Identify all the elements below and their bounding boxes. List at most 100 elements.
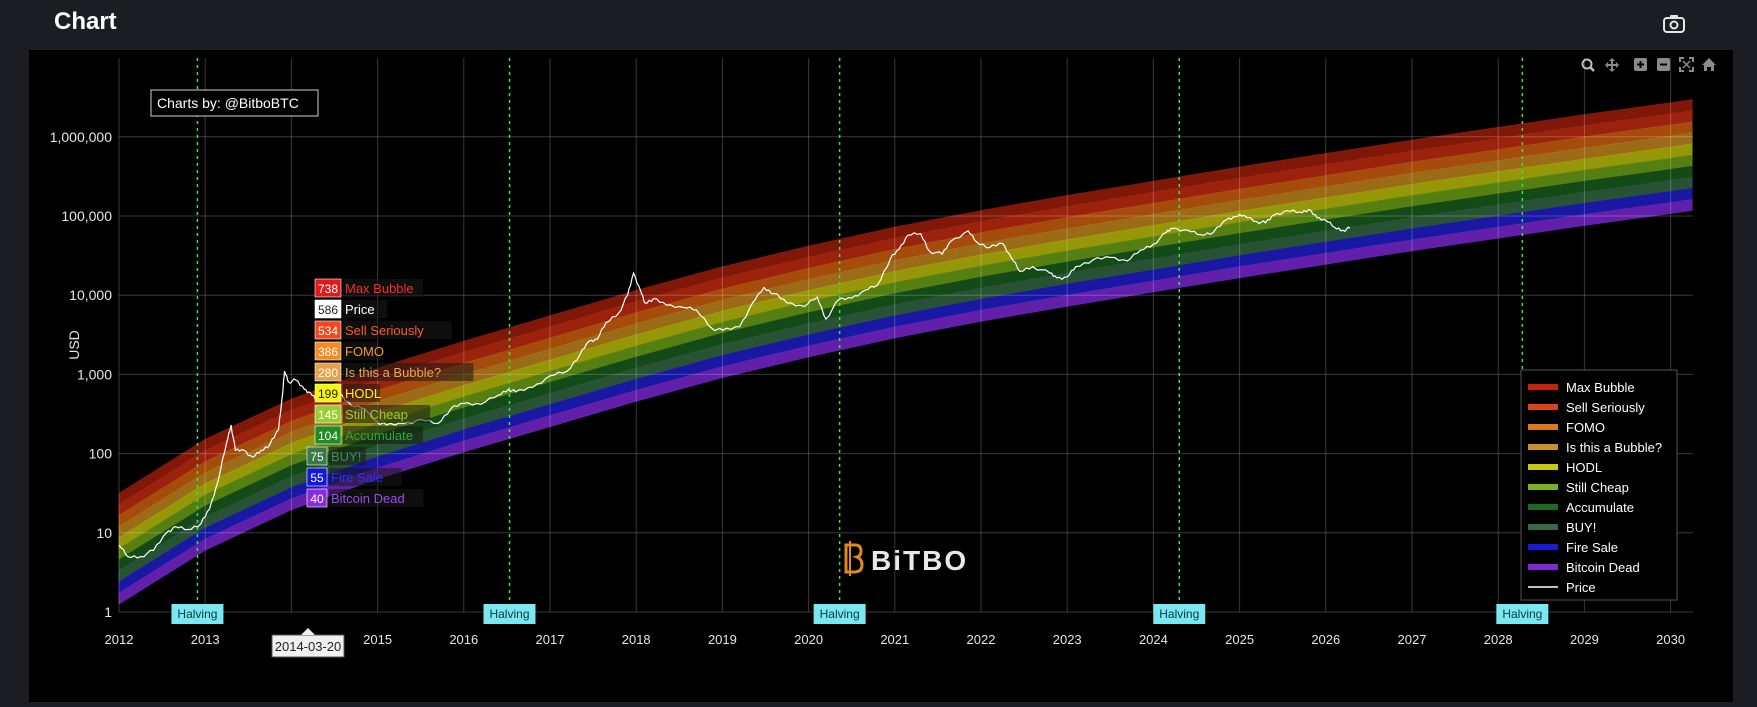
credit-text: Charts by: @BitboBTC [157, 95, 299, 111]
legend-swatch [1528, 504, 1558, 510]
y-tick-label: 1,000,000 [50, 129, 112, 145]
hover-label-bg [343, 321, 452, 339]
chart-panel: Halving Halving Halving Halving Halving 2012… [29, 50, 1733, 702]
hover-label-bg [329, 489, 424, 507]
halving-badge [171, 604, 224, 624]
zoom-out-icon[interactable] [1657, 58, 1670, 71]
hover-value: 55 [310, 471, 324, 485]
x-tick-label: 2025 [1225, 632, 1254, 647]
hover-value: 586 [318, 303, 338, 317]
hover-value: 386 [318, 345, 338, 359]
legend-item: HODL [1566, 460, 1602, 475]
chart-header: Chart [0, 0, 1757, 50]
legend-item: Price [1566, 580, 1596, 595]
chart-annotations: Charts by: @BitboBTC BiTBO [150, 89, 968, 576]
x-tick-label: 2027 [1398, 632, 1427, 647]
x-tick-label: 2018 [622, 632, 651, 647]
y-tick-label: 100,000 [61, 208, 112, 224]
hover-value: 534 [318, 324, 338, 338]
legend-swatch [1528, 404, 1558, 410]
hover-label-bg [343, 384, 380, 402]
halving-label: Halving [1502, 607, 1542, 621]
band-bitcoin-dead [118, 199, 1693, 605]
hover-value-box [314, 299, 342, 319]
legend-swatch [1528, 464, 1558, 470]
legend-item: Sell Seriously [1566, 400, 1645, 415]
halving-label: Halving [489, 607, 529, 621]
x-tick-label: 2024 [1139, 632, 1168, 647]
legend-swatch [1528, 564, 1558, 570]
x-tick-label: 2022 [967, 632, 996, 647]
hover-label-bg [343, 342, 380, 360]
x-tick-label: 2012 [105, 632, 134, 647]
bitbo-logo: BiTBO [844, 541, 968, 576]
hover-label: BUY! [331, 449, 361, 464]
hover-value-box [314, 404, 342, 424]
x-tick-label: 2030 [1656, 632, 1685, 647]
y-tick-label: 10,000 [69, 287, 112, 303]
x-tick-label: 2026 [1311, 632, 1340, 647]
hover-value: 75 [310, 450, 324, 464]
x-tick-label: 2020 [794, 632, 823, 647]
legend-item: Max Bubble [1566, 380, 1635, 395]
legend-swatch [1528, 484, 1558, 490]
hover-value: 104 [318, 429, 338, 443]
y-tick-label: 1,000 [77, 366, 112, 382]
halving-label: Halving [820, 607, 860, 621]
hover-value-box [314, 341, 342, 361]
legend-swatch [1528, 444, 1558, 450]
bitbo-wordmark: BiTBO [871, 545, 968, 576]
bitbo-logo-mark [844, 543, 864, 574]
hover-label-bg [329, 447, 366, 465]
price-line [118, 209, 1351, 559]
hover-label: Sell Seriously [345, 323, 424, 338]
price-series [118, 209, 1351, 559]
chart-modebar[interactable] [1581, 57, 1717, 72]
hover-value-box [314, 278, 342, 298]
legend-swatch [1528, 524, 1558, 530]
hover-label: Price [345, 302, 375, 317]
chart-axes: 2012201320142015201620172018201920202021… [50, 129, 1685, 647]
chart-legend[interactable]: Max Bubble Sell Seriously FOMO Is this a Bu… [1520, 369, 1678, 601]
zoom-icon[interactable] [1581, 58, 1595, 72]
hover-label-bg [343, 300, 387, 318]
y-tick-label: 1 [104, 604, 112, 620]
hover-value-box [314, 425, 342, 445]
halving-badge [813, 604, 866, 624]
hover-value: 280 [318, 366, 338, 380]
x-tick-label: 2017 [536, 632, 565, 647]
rainbow-chart[interactable]: Halving Halving Halving Halving Halving 2012… [29, 50, 1733, 702]
hover-label: Accumulate [345, 428, 413, 443]
legend-item: Fire Sale [1566, 540, 1618, 555]
x-tick-label: 2015 [363, 632, 392, 647]
x-tick-label: 2021 [880, 632, 909, 647]
halving-label: Halving [1159, 607, 1199, 621]
pan-icon[interactable] [1605, 58, 1619, 72]
hover-value-box [306, 446, 328, 466]
hover-date-pointer [301, 628, 315, 635]
halving-lines: Halving Halving Halving Halving Halving [171, 58, 1549, 624]
hover-label-bg [343, 363, 474, 381]
home-icon[interactable] [1702, 58, 1716, 71]
y-tick-label: 10 [96, 525, 112, 541]
legend-item: Bitcoin Dead [1566, 560, 1640, 575]
x-tick-label: 2028 [1484, 632, 1513, 647]
hover-label-bg [329, 468, 402, 486]
halving-badge [1496, 604, 1549, 624]
hover-value: 40 [310, 492, 324, 506]
legend-swatch [1528, 424, 1558, 430]
hover-date: 2014-03-20 [275, 639, 342, 654]
legend-item: Still Cheap [1566, 480, 1629, 495]
halving-label: Halving [177, 607, 217, 621]
hover-label: Is this a Bubble? [345, 365, 441, 380]
camera-icon[interactable] [1663, 14, 1685, 34]
credit-box [150, 89, 319, 117]
page-title: Chart [54, 8, 117, 35]
autoscale-icon[interactable] [1679, 57, 1694, 72]
hover-value-box [306, 488, 328, 508]
zoom-in-icon[interactable] [1634, 58, 1647, 71]
hover-label: HODL [345, 386, 381, 401]
rainbow-bands [118, 99, 1693, 605]
legend-swatch [1528, 544, 1558, 550]
x-tick-label: 2029 [1570, 632, 1599, 647]
